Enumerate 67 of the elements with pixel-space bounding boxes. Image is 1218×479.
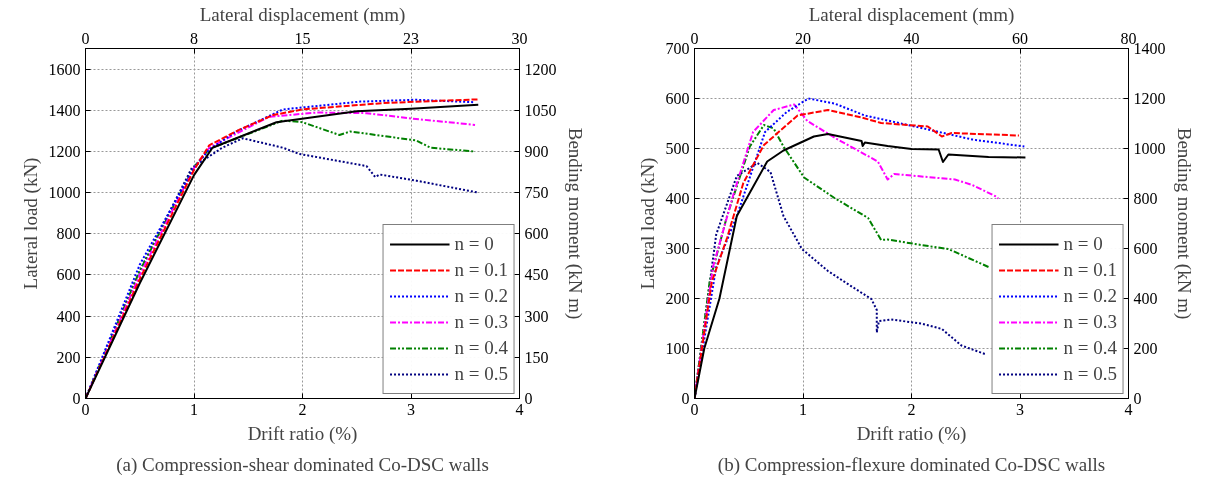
y-tick-label: 600 [665,90,690,107]
legend-label: n = 0.3 [454,310,508,334]
y2-axis-title: Bending moment (kN m) [563,127,586,320]
x2-tick-label: 23 [403,29,419,47]
x-tick-label: 4 [515,400,524,418]
legend-label: n = 0 [454,232,494,256]
y-tick-label: 200 [56,348,81,366]
y2-tick-label: 1000 [1133,140,1166,157]
y2-tick-label: 1200 [1133,90,1166,107]
x-axis-title: Drift ratio (%) [247,422,358,445]
y-tick-label: 1200 [48,142,81,160]
y-tick-label: 700 [665,40,690,57]
x2-tick-label: 8 [190,29,198,47]
x2-tick-label: 20 [795,29,811,47]
y-axis-title: Lateral load (kN) [19,157,42,290]
x2-tick-label: 40 [903,29,920,47]
y-tick-label: 800 [56,225,81,243]
y-tick-label: 1000 [48,184,81,202]
y2-tick-label: 200 [1133,340,1158,357]
x-tick-label: 2 [907,400,916,418]
text: (a) Compression-shear dominated Co-DSC walls [116,453,489,476]
y2-tick-label: 1200 [524,60,557,78]
x2-tick-label: 80 [1120,29,1137,47]
x2-axis-title: Lateral displacement (mm) [199,3,406,26]
legend-label: n = 0.3 [1063,310,1117,334]
y-tick-label: 200 [665,290,690,307]
y2-tick-label: 750 [524,184,549,202]
y-tick-label: 400 [56,307,81,325]
y-tick-label: 100 [665,340,690,357]
y2-tick-label: 900 [524,142,549,160]
legend-label: n = 0.4 [1063,336,1117,360]
x-tick-label: 3 [407,400,415,418]
x-tick-label: 2 [298,400,307,418]
y-axis-title: Lateral load (kN) [636,157,659,290]
y2-tick-label: 400 [1133,290,1158,307]
y2-tick-label: 600 [1133,240,1158,257]
y2-tick-label: 800 [1133,190,1158,207]
legend-label: n = 0.4 [454,336,508,360]
text: (b) Compression-flexure dominated Co-DSC walls [717,453,1106,476]
y-tick-label: 400 [665,190,690,207]
x-axis-title: Drift ratio (%) [856,422,967,445]
y-tick-label: 1600 [48,60,81,78]
y-tick-label: 500 [665,140,690,157]
y2-axis-title: Bending moment (kN m) [1172,127,1195,320]
y2-tick-label: 300 [524,307,549,325]
y-tick-label: 600 [56,266,81,284]
x-tick-label: 1 [799,400,807,418]
y-tick-label: 1400 [48,101,81,119]
x2-tick-label: 60 [1012,29,1028,47]
x2-axis-title: Lateral displacement (mm) [808,3,1015,26]
legend-label: n = 0.1 [454,258,508,282]
legend-label: n = 0.5 [454,362,508,386]
y2-tick-label: 450 [524,266,549,284]
x-tick-label: 1 [190,400,198,418]
legend-label: n = 0 [1063,232,1103,256]
x-tick-label: 3 [1016,400,1024,418]
legend-label: n = 0.1 [1063,258,1117,282]
legend-label: n = 0.2 [454,284,508,308]
y2-tick-label: 600 [524,225,549,243]
x2-tick-label: 15 [294,29,311,47]
x-tick-label: 4 [1124,400,1133,418]
y2-tick-label: 1050 [524,101,557,119]
x2-tick-label: 30 [511,29,528,47]
legend-label: n = 0.2 [1063,284,1117,308]
y-tick-label: 300 [665,240,690,257]
legend-label: n = 0.5 [1063,362,1117,386]
y2-tick-label: 150 [524,348,549,366]
